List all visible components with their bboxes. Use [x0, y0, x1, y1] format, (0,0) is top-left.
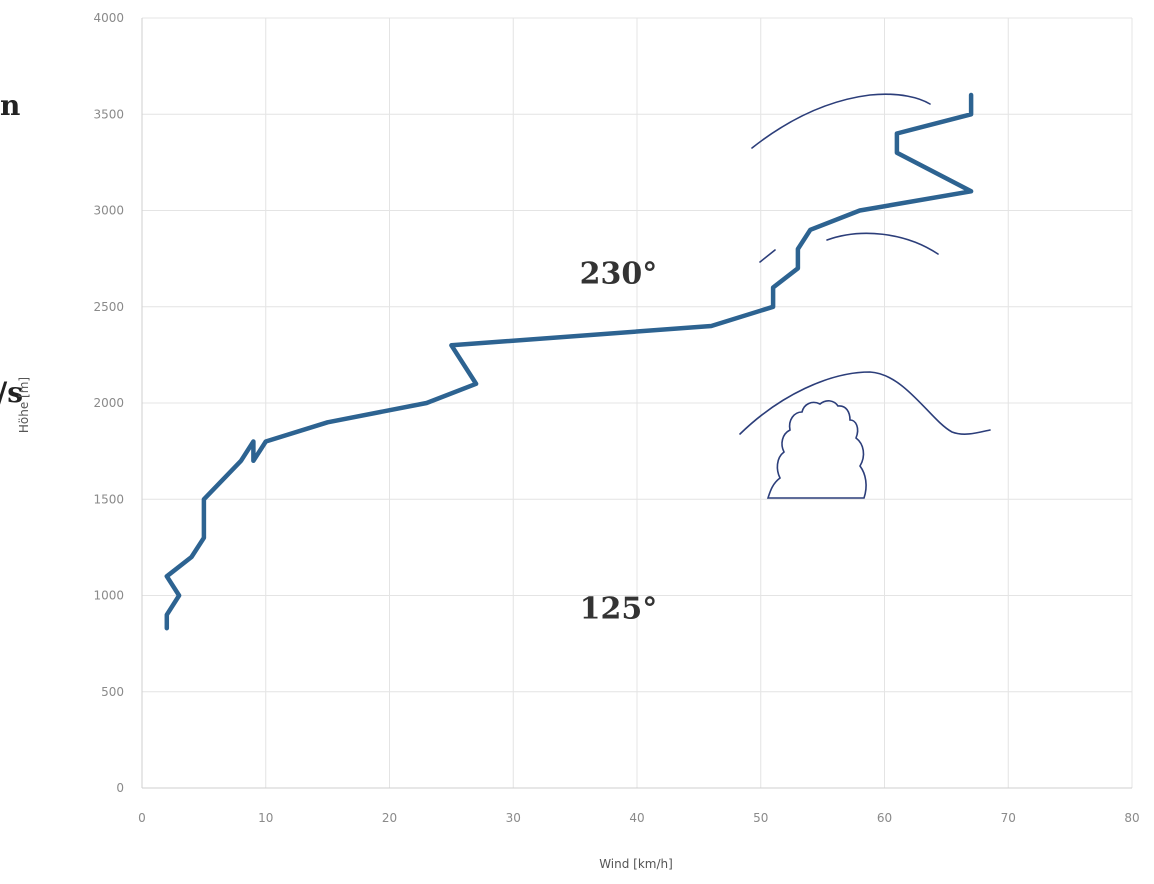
x-tick-label: 80 — [1124, 811, 1139, 825]
y-tick-label: 2000 — [93, 396, 124, 410]
wind-profile-line — [164, 92, 974, 631]
x-tick-label: 0 — [138, 811, 146, 825]
x-tick-label: 40 — [629, 811, 644, 825]
hand-sketches — [739, 93, 991, 499]
sketch-dash — [759, 249, 776, 263]
x-tick-label: 30 — [506, 811, 521, 825]
y-tick-label: 1500 — [93, 492, 124, 506]
sketch-arc-middle — [826, 232, 939, 255]
y-tick-labels: 0 500 1000 1500 2000 2500 3000 3500 4000 — [93, 11, 124, 795]
sketch-arc-upper — [751, 93, 931, 149]
y-tick-label: 0 — [116, 781, 124, 795]
cumulus-cloud-icon — [766, 400, 867, 499]
y-tick-label: 3000 — [93, 204, 124, 218]
clipped-text-middle: /s — [0, 376, 23, 409]
y-tick-label: 3500 — [93, 107, 124, 121]
x-tick-labels: 0 10 20 30 40 50 60 70 80 — [138, 811, 1139, 825]
series-layer — [164, 92, 974, 631]
direction-annotation: 125° — [580, 592, 658, 627]
direction-annotation: 230° — [580, 257, 658, 292]
x-tick-label: 70 — [1001, 811, 1016, 825]
x-tick-label: 50 — [753, 811, 768, 825]
y-tick-label: 4000 — [93, 11, 124, 25]
y-axis-label: Höhe [m] — [17, 377, 31, 433]
x-tick-label: 10 — [258, 811, 273, 825]
x-tick-label: 20 — [382, 811, 397, 825]
clipped-text-top: n — [0, 89, 20, 122]
axes — [141, 18, 1132, 789]
sketch-arc-lower — [739, 371, 991, 435]
annotations: 230° 125° — [580, 257, 658, 627]
y-tick-label: 1000 — [93, 589, 124, 603]
y-tick-label: 2500 — [93, 300, 124, 314]
x-tick-label: 60 — [877, 811, 892, 825]
grid — [141, 17, 1133, 789]
x-axis-label: Wind [km/h] — [599, 857, 673, 871]
y-tick-label: 500 — [101, 685, 124, 699]
